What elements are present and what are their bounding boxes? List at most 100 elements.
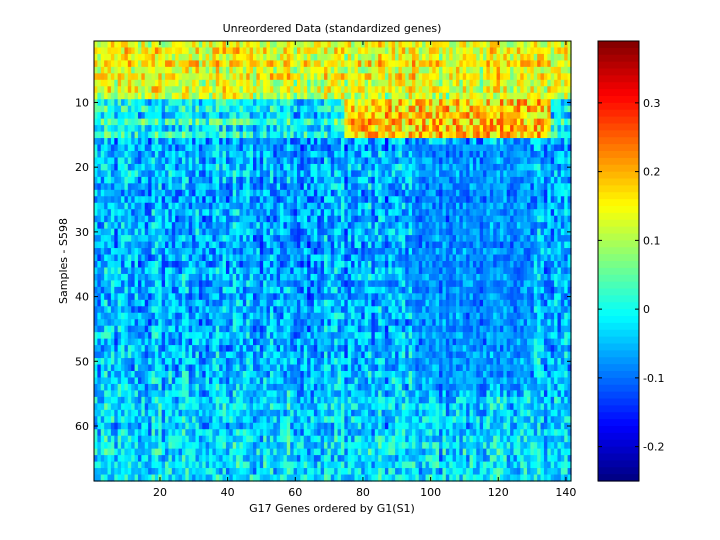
heatmap-cell — [253, 267, 257, 275]
heatmap-cell — [97, 105, 102, 113]
heatmap-cell — [259, 261, 264, 269]
heatmap-cell — [378, 215, 383, 223]
heatmap-cell — [158, 267, 163, 275]
heatmap-cell — [557, 261, 562, 269]
heatmap-cell — [340, 202, 345, 210]
heatmap-cell — [550, 222, 555, 230]
heatmap-cell — [334, 261, 339, 269]
heatmap-cell — [371, 60, 376, 68]
heatmap-cell — [94, 215, 98, 223]
heatmap-cell — [107, 215, 112, 223]
heatmap-cell — [499, 222, 504, 230]
heatmap-cell — [405, 105, 410, 113]
heatmap-cell — [198, 47, 203, 55]
heatmap-cell — [219, 163, 224, 172]
heatmap-cell — [175, 79, 180, 87]
heatmap-cell — [154, 157, 159, 165]
heatmap-cell — [391, 163, 396, 172]
heatmap-cell — [296, 222, 301, 230]
heatmap-cell — [222, 53, 227, 62]
heatmap-cell — [114, 170, 119, 178]
heatmap-cell — [357, 248, 362, 256]
heatmap-cell — [283, 144, 288, 152]
heatmap-cell — [290, 248, 295, 256]
heatmap-cell — [97, 125, 102, 133]
heatmap-cell — [137, 196, 142, 204]
heatmap-cell — [462, 151, 467, 159]
heatmap-cell — [134, 241, 139, 249]
heatmap-cell — [195, 170, 200, 178]
heatmap-cell — [249, 183, 254, 191]
heatmap-cell — [293, 183, 298, 191]
heatmap-cell — [445, 163, 450, 172]
heatmap-cell — [313, 189, 318, 197]
heatmap-cell — [121, 92, 126, 100]
heatmap-cell — [506, 125, 511, 133]
heatmap-cell — [405, 99, 410, 107]
heatmap-cell — [510, 235, 515, 243]
heatmap-cell — [489, 209, 494, 217]
heatmap-cell — [391, 235, 396, 243]
heatmap-cell — [100, 215, 105, 223]
heatmap-cell — [273, 222, 278, 230]
heatmap-cell — [520, 144, 525, 152]
heatmap-cell — [303, 222, 308, 230]
heatmap-cell — [175, 41, 180, 49]
heatmap-cell — [351, 215, 356, 223]
heatmap-cell — [100, 189, 105, 197]
heatmap-cell — [161, 60, 166, 68]
heatmap-cell — [219, 47, 224, 55]
heatmap-cell — [107, 209, 112, 217]
heatmap-cell — [141, 202, 146, 210]
heatmap-cell — [148, 53, 153, 62]
heatmap-cell — [158, 196, 163, 204]
heatmap-cell — [391, 131, 396, 139]
heatmap-cell — [428, 254, 433, 262]
heatmap-cell — [493, 125, 498, 133]
heatmap-cell — [493, 183, 498, 191]
heatmap-cell — [175, 163, 180, 172]
heatmap-cell — [161, 53, 166, 62]
heatmap-cell — [127, 41, 132, 49]
heatmap-cell — [489, 131, 494, 139]
heatmap-cell — [445, 66, 450, 74]
heatmap-cell — [192, 118, 197, 126]
heatmap-cell — [175, 228, 180, 236]
heatmap-cell — [283, 170, 288, 178]
heatmap-cell — [554, 66, 559, 74]
heatmap-cell — [253, 228, 257, 236]
heatmap-cell — [181, 60, 186, 68]
heatmap-cell — [334, 241, 339, 249]
heatmap-cell — [198, 209, 203, 217]
heatmap-cell — [283, 228, 288, 236]
heatmap-cell — [398, 254, 403, 262]
heatmap-cell — [412, 60, 416, 68]
heatmap-cell — [489, 138, 494, 146]
heatmap-cell — [493, 176, 498, 184]
heatmap-cell — [506, 202, 511, 210]
heatmap-cell — [276, 170, 281, 178]
heatmap-cell — [94, 261, 98, 269]
heatmap-cell — [554, 144, 559, 152]
heatmap-cell — [107, 92, 112, 100]
heatmap-cell — [269, 118, 274, 126]
heatmap-cell — [286, 215, 291, 223]
heatmap-cell — [357, 86, 362, 94]
heatmap-cell — [479, 125, 484, 133]
heatmap-cell — [442, 196, 447, 204]
heatmap-cell — [283, 157, 288, 165]
heatmap-cell — [324, 118, 329, 126]
heatmap-cell — [202, 112, 207, 120]
heatmap-cell — [158, 112, 163, 120]
heatmap-cell — [300, 53, 305, 62]
heatmap-cell — [334, 53, 339, 62]
heatmap-cell — [344, 157, 349, 165]
heatmap-cell — [181, 99, 186, 107]
heatmap-cell — [347, 92, 352, 100]
heatmap-cell — [395, 138, 400, 146]
heatmap-cell — [286, 131, 291, 139]
heatmap-cell — [523, 196, 528, 204]
heatmap-cell — [225, 196, 230, 204]
heatmap-cell — [283, 53, 288, 62]
heatmap-cell — [560, 261, 565, 269]
